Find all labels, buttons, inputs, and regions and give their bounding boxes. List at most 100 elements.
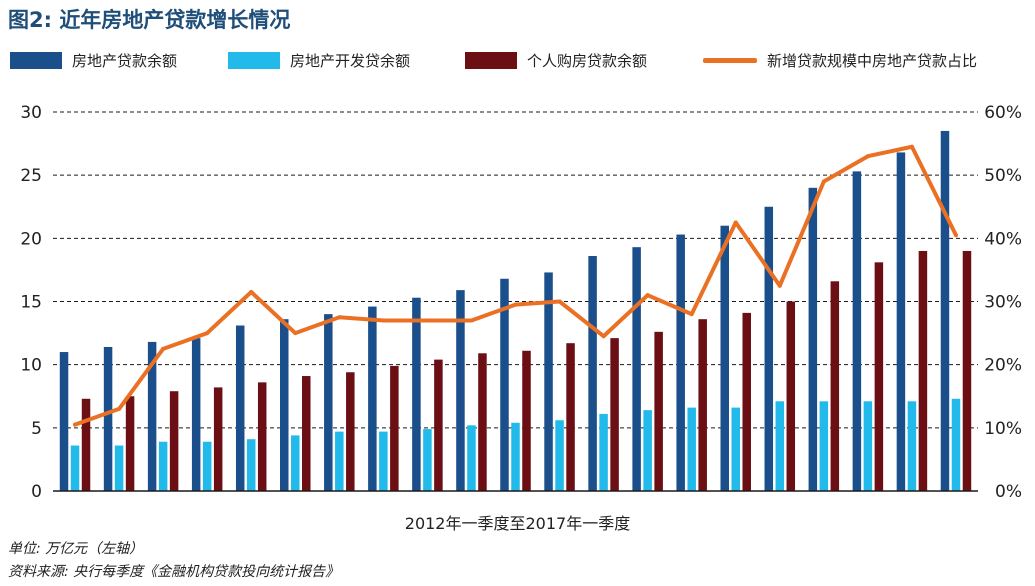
bar-mortgage-loan [346,372,355,491]
bar-development-loan [863,401,873,491]
bar-mortgage-loan [742,312,751,491]
legend-swatch-development-loan [228,52,280,69]
y-tick-label-right: 50% [984,166,1022,186]
legend-item-mortgage-loan: 个人购房贷款余额 [465,50,647,71]
y-tick-label-right: 40% [984,229,1022,249]
line-point-share [953,233,958,238]
y-tick-label-left: 20 [20,229,42,249]
line-point-share [909,144,914,149]
bar-development-loan [643,410,652,491]
bar-development-loan [687,407,696,491]
legend-item-share-line: 新增贷款规模中房地产贷款占比 [703,50,977,71]
bar-development-loan [423,429,432,491]
y-tick-label-left: 25 [20,166,42,186]
y-tick-label-left: 0 [31,482,42,502]
y-tick-label-left: 10 [20,356,42,376]
bar-mortgage-loan [786,301,796,491]
bar-development-loan [158,441,168,491]
line-point-share [73,422,78,427]
legend-item-loan-balance: 房地产贷款余额 [10,50,177,71]
bar-loan-balance [852,171,862,492]
bar-loan-balance [412,297,421,491]
bar-mortgage-loan [169,391,179,491]
bar-mortgage-loan [302,376,311,491]
chart-title: 图2: 近年房地产贷款增长情况 [8,8,291,32]
bar-development-loan [775,401,785,491]
bar-development-loan [731,407,740,491]
line-point-share [425,318,430,323]
line-point-share [381,318,386,323]
y-tick-label-left: 5 [31,419,42,439]
bar-loan-balance [544,272,553,491]
legend-label-share-line: 新增贷款规模中房地产贷款占比 [767,52,978,70]
unit-note: 单位: 万亿元（左轴） [8,541,144,557]
bar-mortgage-loan [830,281,840,491]
bar-mortgage-loan [390,365,399,491]
line-point-share [513,302,518,307]
bar-development-loan [951,398,961,491]
line-share [73,144,958,427]
bar-mortgage-loan [257,382,267,491]
legend-label-development-loan: 房地产开发贷余额 [290,52,411,70]
y-tick-label-right: 30% [984,293,1022,313]
y-tick-label-right: 60% [984,103,1022,123]
bar-mortgage-loan [654,331,663,491]
bar-mortgage-loan [522,350,531,491]
bar-loan-balance [191,338,201,491]
bar-loan-balance [280,319,289,491]
bar-loan-balance [368,306,377,491]
y-tick-label-left: 15 [20,293,42,313]
bar-loan-balance [808,187,818,492]
x-axis-label: 2012年一季度至2017年一季度 [404,514,631,533]
bar-mortgage-loan [81,398,91,491]
bar-development-loan [291,435,300,491]
line-point-share [293,331,298,336]
bar-development-loan [70,445,80,491]
line-point-share [733,220,738,225]
bar-development-loan [335,431,344,491]
line-point-share [821,179,826,184]
y-tick-label-left: 30 [20,103,42,123]
bar-development-loan [555,420,564,491]
bar-loan-balance [147,341,157,491]
bar-development-loan [379,431,388,491]
bar-mortgage-loan [478,353,487,491]
bar-development-loan [511,422,520,491]
y-tick-label-right: 20% [984,356,1022,376]
legend-swatch-mortgage-loan [465,52,517,69]
line-point-share [205,331,210,336]
bar-loan-balance [588,256,597,491]
bar-loan-balance [235,325,245,491]
bar-loan-balance [896,152,906,491]
legend: 房地产贷款余额 房地产开发贷余额 个人购房贷款余额 新增贷款规模中房地产贷款占比 [10,50,1030,74]
bar-mortgage-loan [874,262,884,491]
bar-loan-balance [324,314,333,491]
bar-development-loan [599,413,608,491]
bar-development-loan [467,425,476,491]
line-point-share [161,346,166,351]
bar-mortgage-loan [213,387,223,491]
line-point-share [337,315,342,320]
line-point-share [601,334,606,339]
legend-swatch-loan-balance [10,52,62,69]
bar-loan-balance [59,352,69,491]
bar-loan-balance [632,247,641,491]
bar-mortgage-loan [566,343,575,491]
bar-development-loan [907,401,917,491]
y-tick-label-right: 0% [995,482,1022,502]
bar-development-loan [114,445,124,491]
legend-swatch-share-line [703,58,757,63]
bar-loan-balance [456,290,465,491]
legend-label-loan-balance: 房地产贷款余额 [72,52,178,70]
legend-label-mortgage-loan: 个人购房贷款余额 [527,52,648,70]
bar-loan-balance [500,278,509,491]
bar-mortgage-loan [125,396,135,491]
source-note: 资料来源: 央行每季度《金融机构贷款投向统计报告》 [8,564,340,580]
legend-item-development-loan: 房地产开发贷余额 [228,50,410,71]
y-tick-label-right: 10% [984,419,1022,439]
line-point-share [117,406,122,411]
line-point-share [469,318,474,323]
line-point-share [249,290,254,295]
